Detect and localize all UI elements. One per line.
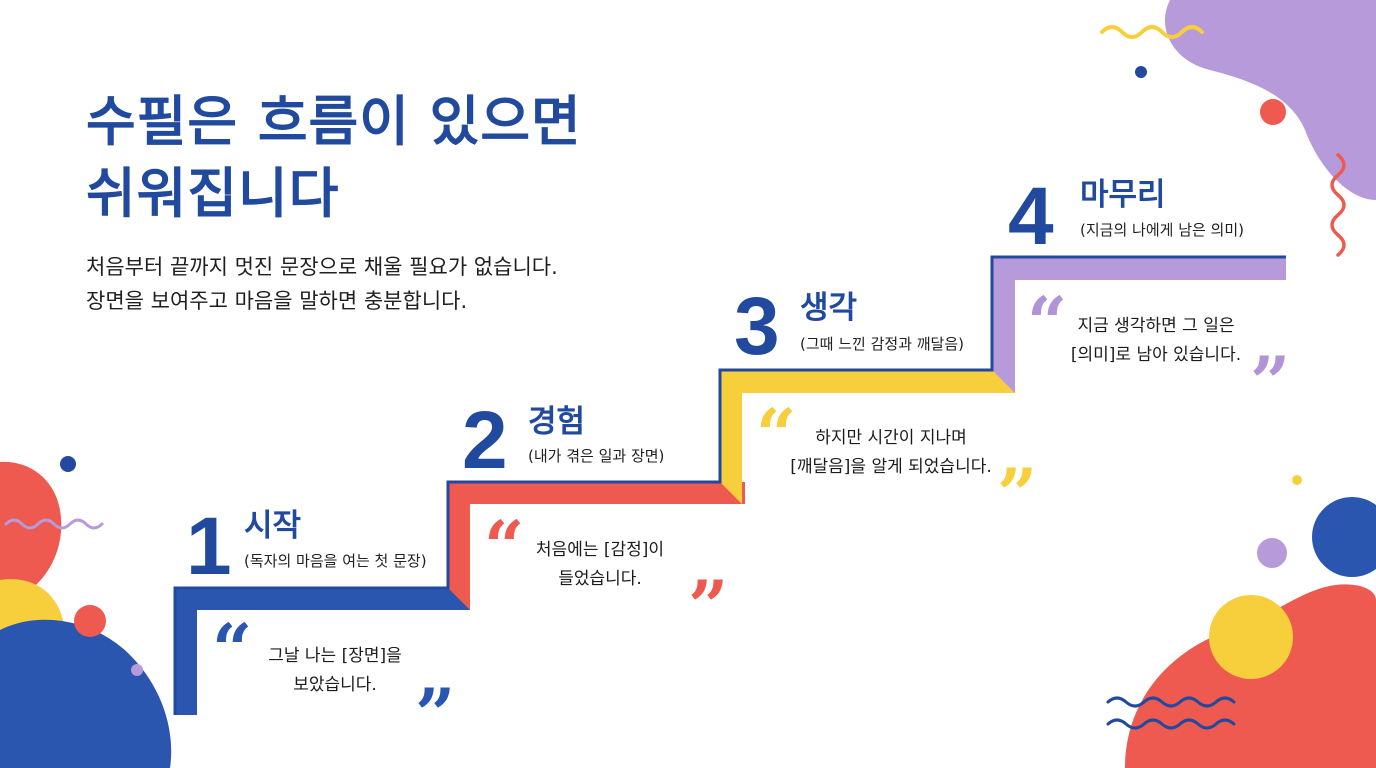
open-quote-icon: “ (484, 505, 525, 588)
purple-dot-left (131, 664, 143, 676)
step-4-subtitle: (지금의 나에게 남은 의미) (1080, 221, 1245, 239)
step-4-number: 4 (1008, 171, 1054, 262)
red-dot-left (74, 605, 106, 637)
step-3-subtitle: (그때 느낀 감정과 깨달음) (800, 335, 965, 353)
staircase-step-3 (720, 370, 1015, 504)
yellow-wave-top (1100, 25, 1204, 39)
staircase-step-2 (448, 482, 745, 610)
close-quote-icon: ” (415, 673, 456, 756)
staircase-step-4 (992, 257, 1286, 393)
red-squiggle-right (1330, 153, 1346, 257)
close-quote-icon: ” (997, 453, 1038, 536)
step-1-quote: 그날 나는 [장면]을 보았습니다. (268, 646, 402, 695)
step-1-subtitle: (독자의 마음을 여는 첫 문장) (244, 552, 427, 570)
page-title: 수필은 흐름이 있으면 쉬워집니다 (86, 90, 582, 225)
step-2-number: 2 (462, 395, 508, 486)
staircase-outline (173, 255, 1286, 715)
yellow-dot-right (1292, 475, 1302, 485)
step-2-title: 경험 (528, 404, 586, 440)
step-2-subtitle: (내가 겪은 일과 장면) (528, 447, 665, 465)
open-quote-icon: “ (1027, 281, 1068, 364)
purple-dot-right (1257, 538, 1287, 568)
step-4-quote: 지금 생각하면 그 일은 [의미]로 남아 있습니다. (1070, 316, 1242, 365)
staircase-step-1 (175, 588, 470, 715)
close-quote-icon: ” (688, 565, 729, 648)
red-dot-top (1260, 99, 1286, 125)
page-subtitle: 처음부터 끝까지 멋진 문장으로 채울 필요가 없습니다. 장면을 보여주고 마… (86, 255, 558, 313)
navy-dot-top (1135, 66, 1147, 78)
step-3-quote: 하지만 시간이 지나며 [깨달음]을 알게 되었습니다. (790, 428, 992, 477)
navy-dot-left (60, 456, 76, 472)
red-blob-left (0, 461, 62, 606)
close-quote-icon: ” (1250, 341, 1291, 424)
step-1-title: 시작 (244, 508, 302, 544)
navy-wave-bottom-1 (1106, 696, 1236, 708)
step-3-number: 3 (734, 281, 780, 372)
blue-circle-right (1312, 497, 1376, 577)
navy-wave-bottom-2 (1106, 718, 1236, 730)
purple-wave-left (4, 518, 104, 530)
yellow-circle-right (1209, 595, 1293, 679)
open-quote-icon: “ (212, 608, 253, 691)
step-1-number: 1 (186, 501, 232, 592)
step-3-title: 생각 (800, 290, 858, 326)
step-4-title: 마무리 (1080, 177, 1166, 213)
blue-blob-left (0, 619, 172, 768)
purple-blob-top-right (1164, 0, 1376, 200)
step-2-quote: 처음에는 [감정]이 들었습니다. (535, 540, 665, 589)
open-quote-icon: “ (756, 393, 797, 476)
